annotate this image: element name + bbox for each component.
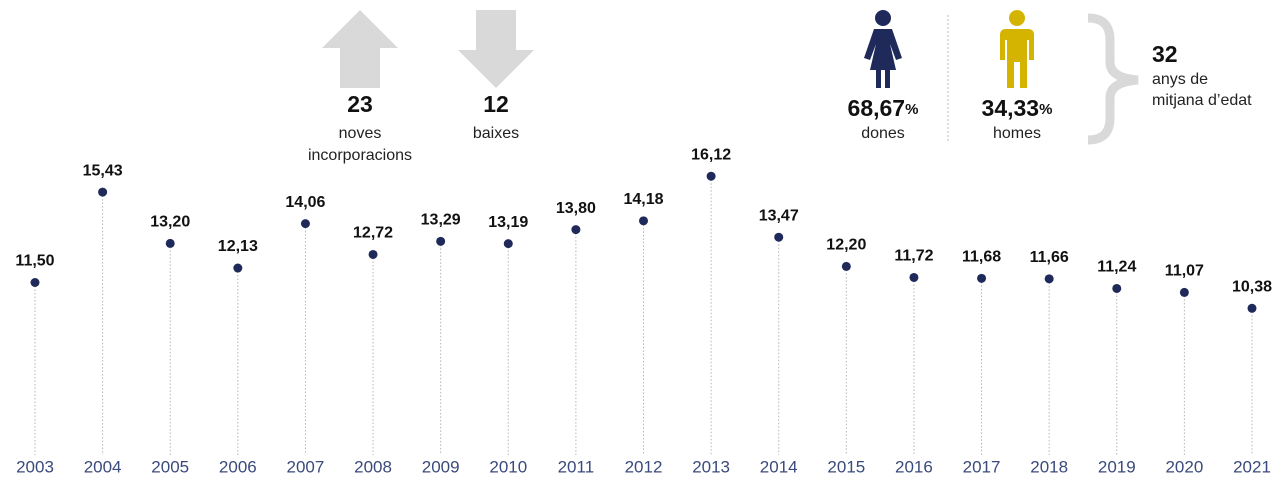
x-tick-label: 2018	[1030, 457, 1068, 476]
age-label: anys de	[1152, 71, 1208, 88]
value-label: 12,20	[826, 237, 866, 254]
value-label: 14,18	[623, 191, 663, 208]
value-label: 11,07	[1165, 263, 1204, 280]
x-tick-label: 2007	[287, 457, 325, 476]
incorporations-label: noves	[339, 125, 382, 142]
dot	[909, 272, 919, 282]
age-label: mitjana d’edat	[1152, 92, 1252, 109]
value-label: 11,68	[962, 249, 1001, 266]
dot	[30, 278, 40, 287]
incorporations-label: incorporacions	[308, 147, 412, 164]
x-tick-label: 2003	[16, 457, 54, 476]
dot	[841, 261, 851, 271]
value-label: 13,47	[759, 207, 799, 224]
x-tick-label: 2005	[151, 457, 189, 476]
age-value: 32	[1152, 41, 1178, 67]
women-unit: %	[905, 101, 918, 118]
women-value: 68,67%	[848, 95, 919, 121]
x-tick-label: 2013	[692, 457, 730, 476]
dot	[977, 273, 987, 283]
dot	[165, 238, 175, 248]
dot	[774, 232, 784, 242]
x-tick-label: 2006	[219, 457, 257, 476]
dot	[706, 171, 716, 181]
dot	[1247, 303, 1257, 313]
up-arrow	[322, 10, 398, 88]
x-tick-label: 2020	[1165, 457, 1203, 476]
x-tick-label: 2008	[354, 457, 392, 476]
value-label: 13,29	[421, 212, 461, 229]
dot	[639, 216, 648, 226]
dot	[1112, 283, 1122, 293]
x-tick-label: 2017	[963, 457, 1001, 476]
x-tick-label: 2019	[1098, 457, 1136, 476]
x-tick-label: 2009	[422, 457, 460, 476]
dot	[1044, 274, 1054, 284]
x-tick-label: 2010	[489, 457, 527, 476]
incorporations-value: 23	[347, 91, 373, 117]
value-label: 13,80	[556, 200, 596, 217]
value-label: 11,50	[15, 253, 54, 270]
men-value: 34,33%	[982, 95, 1053, 121]
value-label: 15,43	[83, 162, 123, 179]
dot	[368, 249, 378, 259]
value-label: 12,13	[218, 238, 258, 255]
women-label: dones	[861, 125, 905, 142]
dot	[300, 219, 310, 229]
x-tick-label: 2016	[895, 457, 933, 476]
value-label: 14,06	[285, 194, 325, 211]
value-label: 11,66	[1030, 249, 1069, 266]
down-arrow	[458, 10, 534, 88]
man-icon	[1000, 10, 1034, 88]
dot	[98, 187, 108, 197]
x-tick-label: 2015	[827, 457, 865, 476]
departures-label: baixes	[473, 125, 519, 142]
value-label: 11,72	[894, 248, 933, 265]
departures-value: 12	[483, 91, 509, 117]
value-label: 16,12	[691, 146, 731, 163]
dot	[436, 236, 446, 246]
value-label: 10,38	[1232, 278, 1272, 295]
x-tick-label: 2004	[84, 457, 122, 476]
x-tick-label: 2021	[1233, 457, 1271, 476]
dot	[571, 225, 581, 235]
x-tick-label: 2012	[625, 457, 663, 476]
men-unit: %	[1039, 101, 1052, 118]
women-value-number: 68,67	[848, 95, 906, 121]
brace	[1087, 13, 1139, 145]
dot	[233, 263, 243, 273]
value-label: 11,24	[1097, 259, 1136, 276]
value-label: 13,20	[150, 214, 190, 231]
men-label: homes	[993, 125, 1041, 142]
dot	[503, 239, 513, 249]
dot	[1179, 287, 1189, 297]
value-label: 12,72	[353, 225, 393, 242]
men-value-number: 34,33	[982, 95, 1040, 121]
woman-icon	[864, 10, 902, 88]
x-tick-label: 2011	[558, 457, 595, 476]
value-label: 13,19	[488, 214, 528, 231]
x-tick-label: 2014	[760, 457, 798, 476]
